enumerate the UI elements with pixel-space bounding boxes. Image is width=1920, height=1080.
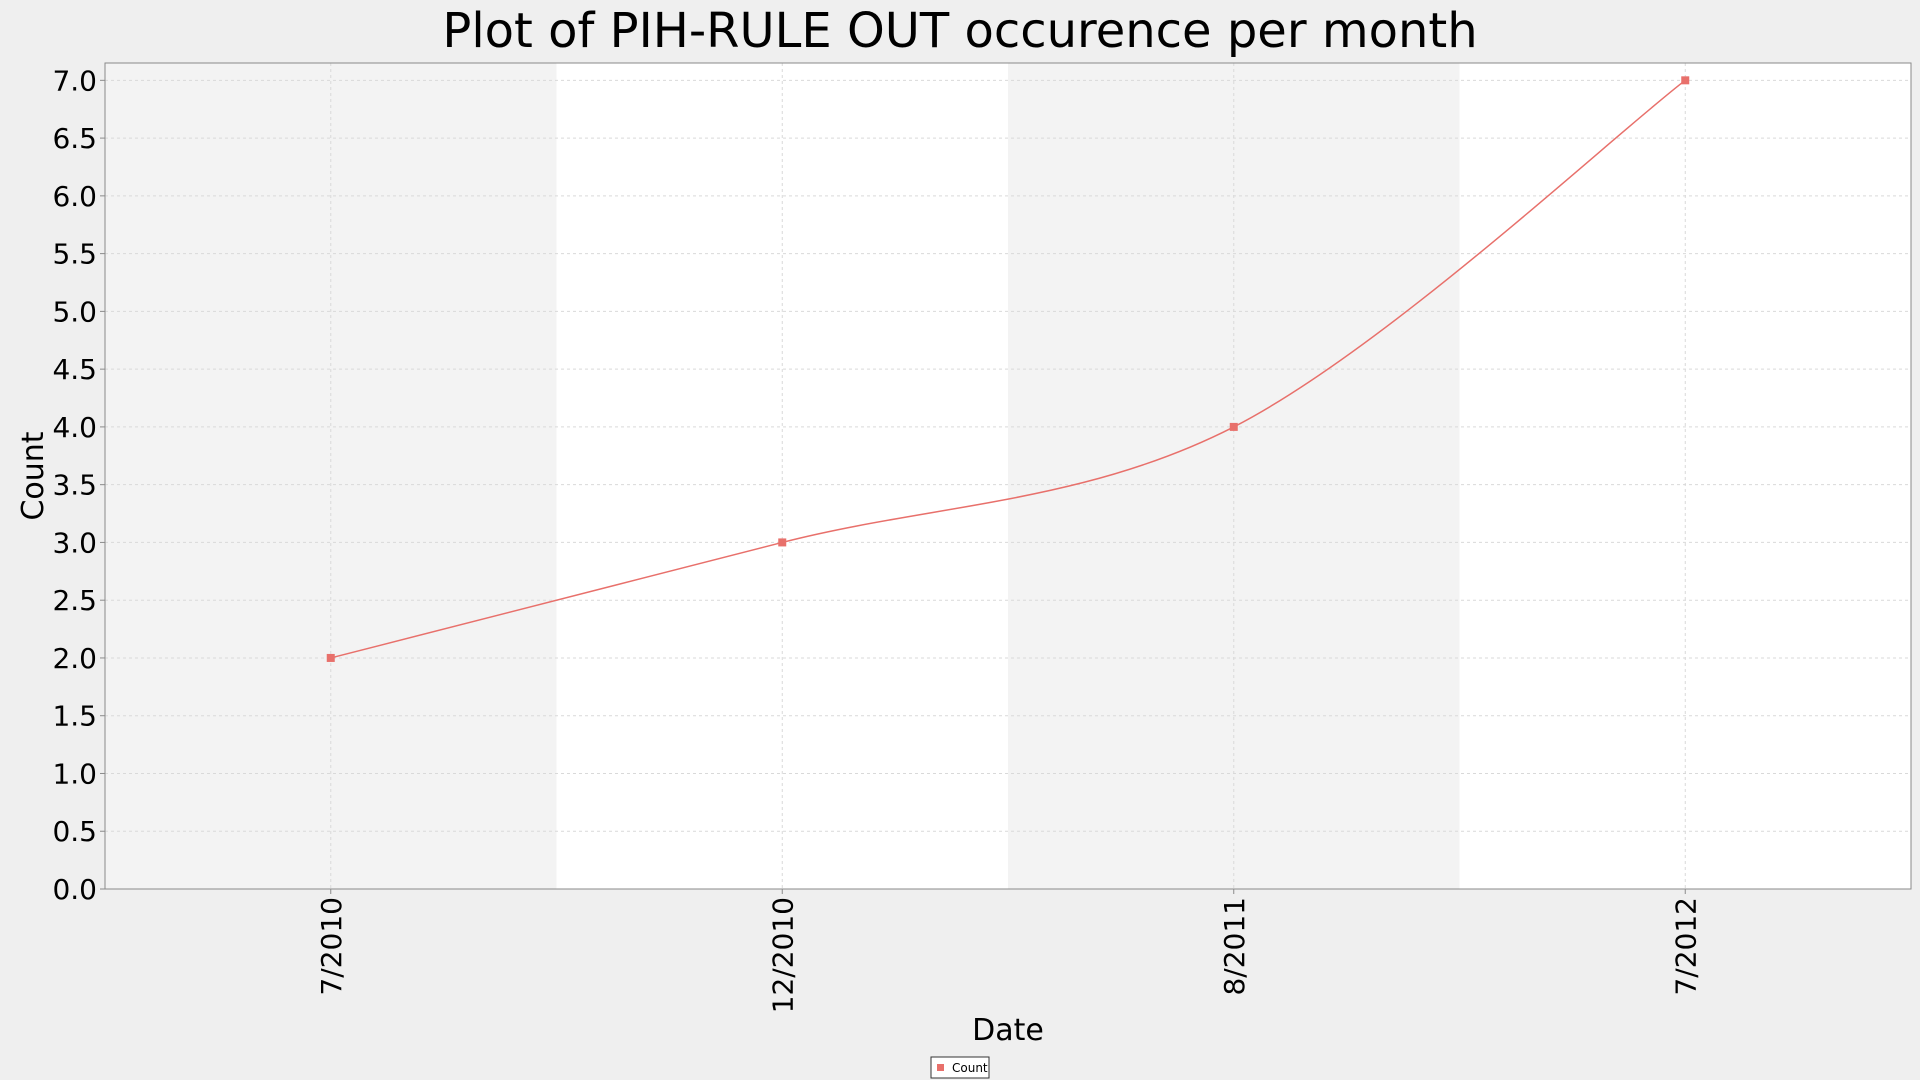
- x-tick-label: 7/2010: [315, 897, 348, 996]
- y-tick-label: 1.5: [52, 700, 97, 733]
- legend-label-count: Count: [952, 1061, 988, 1075]
- x-tick-label: 8/2011: [1218, 897, 1251, 996]
- x-axis-label: Date: [972, 1013, 1044, 1048]
- chart-title: Plot of PIH-RULE OUT occurence per month: [442, 3, 1477, 59]
- legend: Count: [931, 1057, 989, 1078]
- y-axis-ticks: 0.0 0.5 1.0 1.5 2.0 2.5 3.0 3.5 4.0 4.5 5.0 5.5 6.0 6…: [52, 64, 105, 906]
- y-axis-label: Count: [16, 431, 51, 520]
- data-point-marker: [327, 654, 335, 662]
- y-tick-label: 5.0: [52, 295, 97, 328]
- data-point-marker: [1230, 423, 1238, 431]
- x-axis-ticks: 7/2010 12/2010 8/2011 7/2012: [315, 889, 1703, 1013]
- data-point-marker: [778, 538, 786, 546]
- x-tick-label: 12/2010: [766, 897, 799, 1013]
- background-bands: [105, 63, 1911, 889]
- legend-swatch-count: [937, 1064, 944, 1071]
- y-tick-label: 0.5: [52, 815, 97, 848]
- y-tick-label: 4.5: [52, 353, 97, 386]
- y-tick-label: 5.5: [52, 238, 97, 271]
- y-tick-label: 3.0: [52, 526, 97, 559]
- y-tick-label: 2.5: [52, 584, 97, 617]
- data-point-marker: [1681, 76, 1689, 84]
- y-tick-label: 3.5: [52, 469, 97, 502]
- y-tick-label: 6.0: [52, 180, 97, 213]
- y-tick-label: 0.0: [52, 873, 97, 906]
- x-tick-label: 7/2012: [1669, 897, 1702, 996]
- y-tick-label: 7.0: [52, 64, 97, 97]
- y-tick-label: 4.0: [52, 411, 97, 444]
- y-tick-label: 6.5: [52, 122, 97, 155]
- y-tick-label: 2.0: [52, 642, 97, 675]
- y-tick-label: 1.0: [52, 757, 97, 790]
